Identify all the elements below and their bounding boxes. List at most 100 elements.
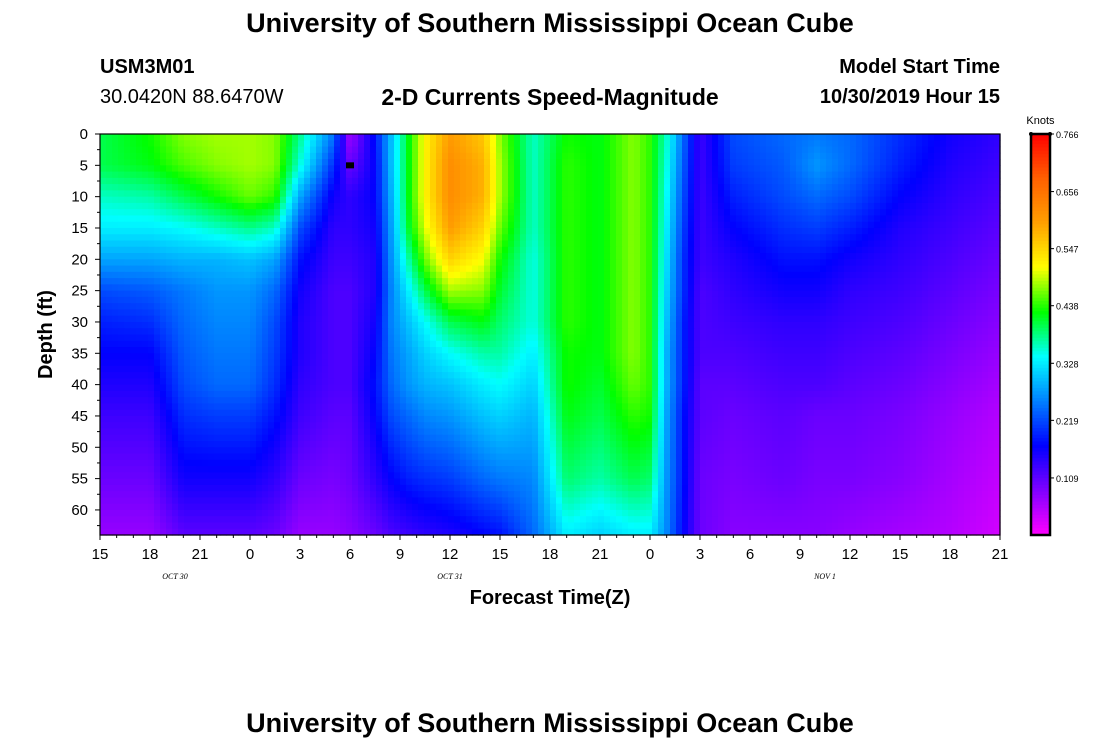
heatmap-cell: [340, 140, 347, 148]
heatmap-cell: [124, 240, 131, 248]
heatmap-cell: [856, 209, 863, 217]
heatmap-cell: [832, 140, 839, 148]
heatmap-cell: [724, 271, 731, 279]
heatmap-cell: [832, 215, 839, 223]
heatmap-cell: [358, 321, 365, 329]
heatmap-cell: [136, 209, 143, 217]
heatmap-cell: [184, 340, 191, 348]
heatmap-cell: [328, 209, 335, 217]
heatmap-cell: [946, 134, 953, 141]
heatmap-cell: [688, 202, 695, 210]
heatmap-cell: [334, 159, 341, 166]
heatmap-cell: [436, 240, 443, 248]
heatmap-cell: [886, 215, 893, 223]
heatmap-cell: [394, 334, 401, 342]
heatmap-cell: [628, 259, 635, 267]
heatmap-cell: [814, 290, 821, 298]
heatmap-cell: [970, 159, 977, 166]
heatmap-cell: [370, 234, 377, 242]
heatmap-cell: [958, 171, 965, 179]
heatmap-cell: [328, 240, 335, 248]
heatmap-cell: [148, 171, 155, 179]
heatmap-cell: [586, 334, 593, 342]
heatmap-cell: [556, 253, 563, 260]
heatmap-cell: [652, 296, 659, 304]
heatmap-cell: [130, 165, 137, 173]
heatmap-cell: [310, 177, 317, 185]
heatmap-cell: [772, 165, 779, 173]
heatmap-cell: [532, 190, 539, 198]
heatmap-cell: [760, 253, 767, 260]
heatmap-cell: [964, 140, 971, 148]
heatmap-cell: [376, 152, 383, 160]
heatmap-cell: [994, 165, 1001, 173]
heatmap-cell: [970, 221, 977, 229]
heatmap-cell: [214, 303, 221, 311]
heatmap-cell: [466, 152, 473, 160]
heatmap-cell: [730, 278, 737, 285]
heatmap-cell: [154, 171, 161, 179]
heatmap-cell: [250, 315, 257, 323]
heatmap-cell: [148, 177, 155, 185]
heatmap-cell: [778, 190, 785, 198]
heatmap-cell: [352, 246, 359, 254]
heatmap-cell: [220, 340, 227, 348]
heatmap-cell: [796, 296, 803, 304]
heatmap-cell: [316, 259, 323, 267]
heatmap-cell: [934, 184, 941, 191]
heatmap-cell: [814, 240, 821, 248]
heatmap-cell: [940, 140, 947, 148]
heatmap-cell: [274, 271, 281, 279]
heatmap-cell: [724, 209, 731, 217]
heatmap-cell: [616, 177, 623, 185]
heatmap-cell: [268, 296, 275, 304]
heatmap-cell: [280, 240, 287, 248]
heatmap-cell: [436, 309, 443, 317]
heatmap-cell: [184, 171, 191, 179]
heatmap-cell: [544, 246, 551, 254]
heatmap-cell: [910, 177, 917, 185]
heatmap-cell: [784, 271, 791, 279]
heatmap-cell: [286, 315, 293, 323]
heatmap-cell: [130, 134, 137, 141]
heatmap-cell: [652, 134, 659, 141]
heatmap-cell: [424, 321, 431, 329]
heatmap-cell: [964, 209, 971, 217]
heatmap-cell: [502, 165, 509, 173]
heatmap-cell: [466, 271, 473, 279]
heatmap-cell: [214, 246, 221, 254]
heatmap-cell: [598, 227, 605, 235]
heatmap-cell: [442, 177, 449, 185]
heatmap-cell: [682, 328, 689, 336]
heatmap-cell: [178, 215, 185, 223]
heatmap-cell: [772, 234, 779, 242]
heatmap-cell: [154, 215, 161, 223]
heatmap-cell: [772, 209, 779, 217]
heatmap-cell: [382, 215, 389, 223]
heatmap-cell: [352, 171, 359, 179]
heatmap-cell: [922, 171, 929, 179]
heatmap-cell: [334, 165, 341, 173]
heatmap-cell: [262, 234, 269, 242]
heatmap-cell: [340, 265, 347, 273]
heatmap-cell: [742, 177, 749, 185]
heatmap-cell: [250, 171, 257, 179]
heatmap-cell: [382, 334, 389, 342]
heatmap-cell: [622, 140, 629, 148]
heatmap-cell: [418, 140, 425, 148]
heatmap-cell: [586, 303, 593, 311]
heatmap-cell: [652, 215, 659, 223]
heatmap-cell: [190, 265, 197, 273]
heatmap-cell: [178, 227, 185, 235]
heatmap-cell: [262, 284, 269, 292]
heatmap-cell: [940, 315, 947, 323]
heatmap-cell: [940, 290, 947, 298]
heatmap-cell: [994, 152, 1001, 160]
heatmap-cell: [586, 184, 593, 191]
heatmap-cell: [346, 340, 353, 348]
heatmap-cell: [412, 196, 419, 204]
heatmap-cell: [418, 152, 425, 160]
heatmap-cell: [652, 227, 659, 235]
heatmap-cell: [358, 240, 365, 248]
heatmap-cell: [706, 140, 713, 148]
